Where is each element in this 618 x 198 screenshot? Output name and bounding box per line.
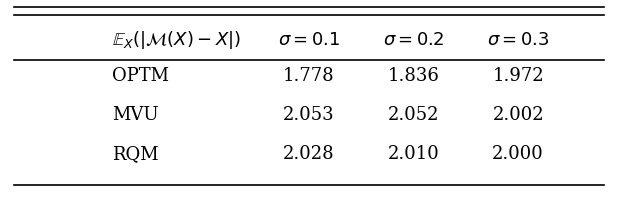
Text: 2.052: 2.052	[388, 106, 439, 124]
Text: 2.053: 2.053	[283, 106, 335, 124]
Text: $\mathbb{E}_X(|\mathcal{M}(X) - X|)$: $\mathbb{E}_X(|\mathcal{M}(X) - X|)$	[112, 30, 242, 51]
Text: 2.010: 2.010	[387, 145, 439, 163]
Text: 1.836: 1.836	[387, 67, 439, 85]
Text: 2.000: 2.000	[493, 145, 544, 163]
Text: 2.028: 2.028	[283, 145, 335, 163]
Text: MVU: MVU	[112, 106, 159, 124]
Text: $\sigma = 0.3$: $\sigma = 0.3$	[487, 31, 549, 50]
Text: 1.778: 1.778	[283, 67, 335, 85]
Text: 1.972: 1.972	[493, 67, 544, 85]
Text: OPTM: OPTM	[112, 67, 169, 85]
Text: RQM: RQM	[112, 145, 159, 163]
Text: $\sigma = 0.2$: $\sigma = 0.2$	[383, 31, 444, 50]
Text: 2.002: 2.002	[493, 106, 544, 124]
Text: $\sigma = 0.1$: $\sigma = 0.1$	[277, 31, 341, 50]
